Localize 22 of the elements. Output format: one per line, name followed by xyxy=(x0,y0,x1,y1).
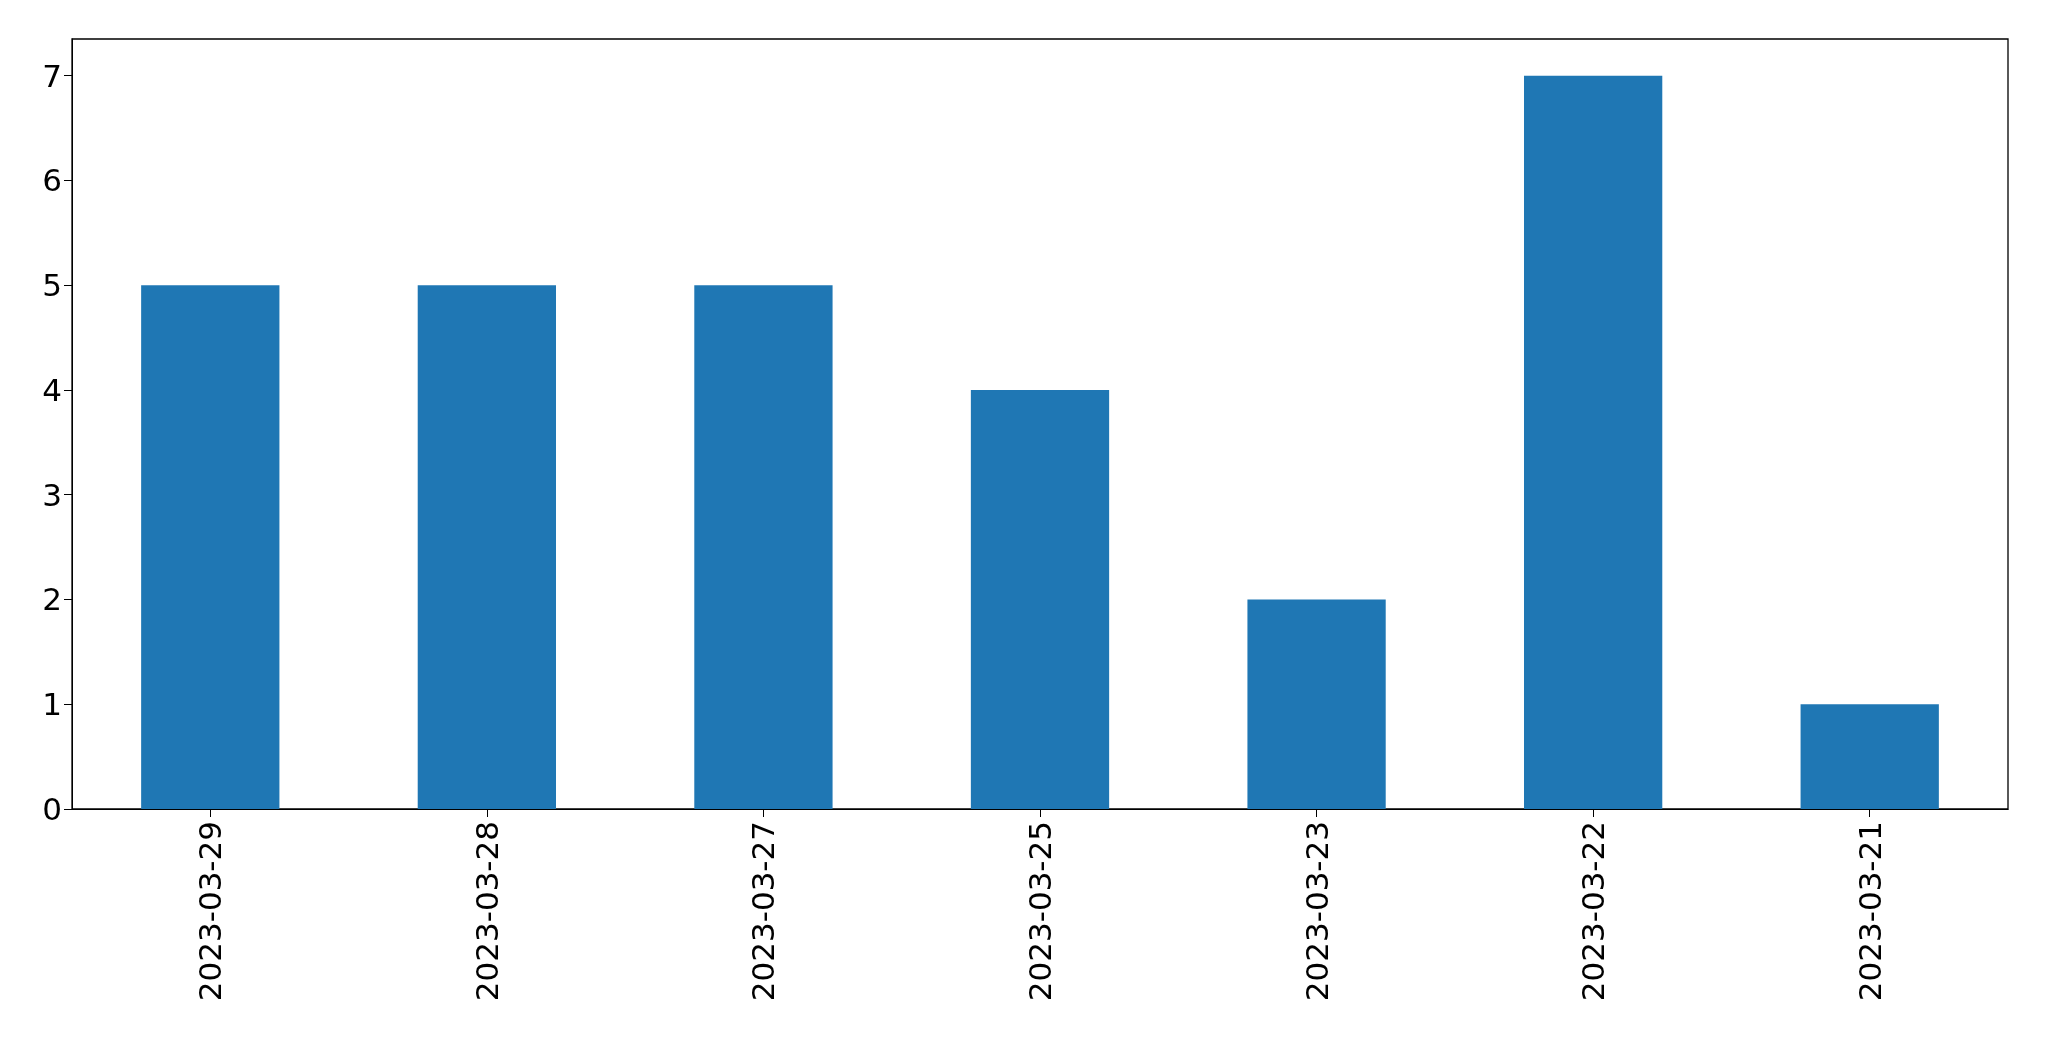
x-tick-label: 2023-03-23 xyxy=(1298,821,1335,1002)
x-tick-label: 2023-03-22 xyxy=(1575,821,1612,1002)
bar xyxy=(1800,704,1939,809)
x-tick-label: 2023-03-25 xyxy=(1022,821,1058,1002)
y-tick-label: 0 xyxy=(42,791,62,827)
bar xyxy=(1524,75,1663,809)
y-tick-label: 5 xyxy=(42,267,62,304)
bar xyxy=(141,285,280,809)
x-tick-label: 2023-03-29 xyxy=(192,821,229,1002)
bar xyxy=(970,389,1110,809)
x-tick-label: 2023-03-28 xyxy=(468,821,505,1002)
y-tick-label: 1 xyxy=(42,686,62,723)
y-tick-label: 4 xyxy=(42,371,62,408)
bar xyxy=(1247,599,1386,809)
y-tick-label: 6 xyxy=(42,162,62,199)
x-tick-label: 2023-03-21 xyxy=(1851,821,1888,1002)
y-tick-label: 2 xyxy=(42,581,62,618)
bar xyxy=(417,285,556,809)
x-tick-label: 2023-03-27 xyxy=(745,821,782,1002)
y-tick-label: 3 xyxy=(42,476,62,513)
y-tick-label: 7 xyxy=(42,57,62,94)
bar xyxy=(694,285,833,809)
